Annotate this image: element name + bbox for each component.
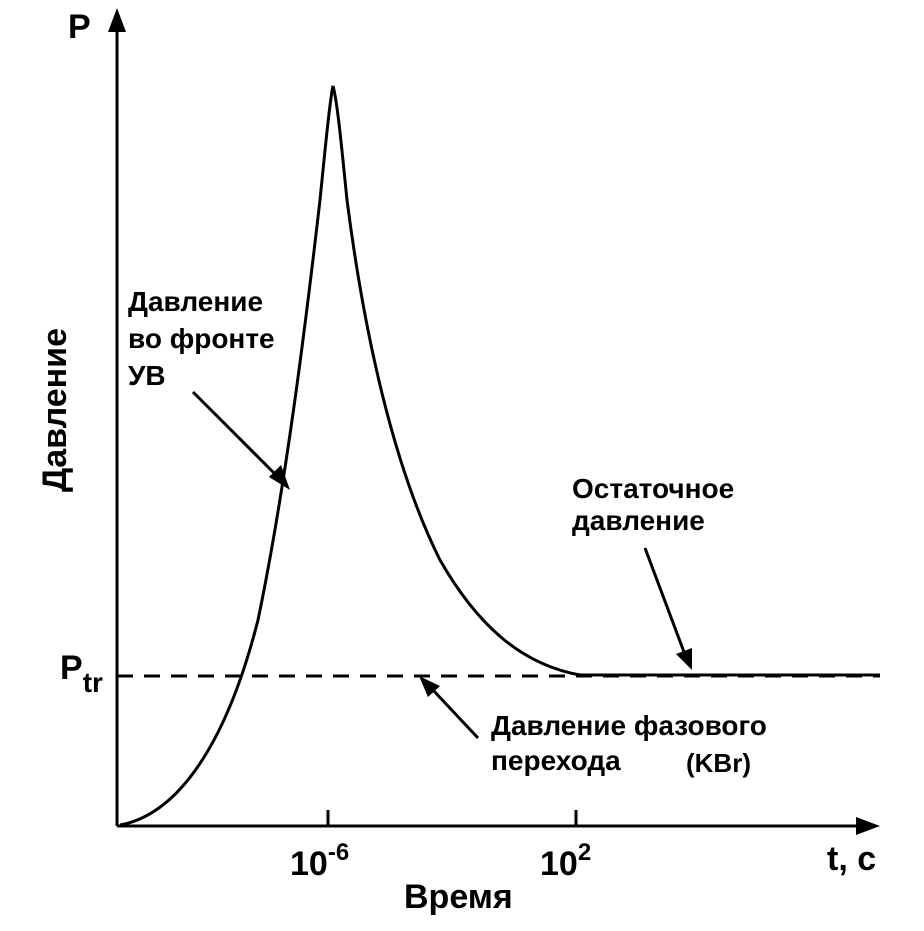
residual-pressure-label-1: Остаточное bbox=[572, 473, 734, 504]
residual-pressure-label-2: давление bbox=[572, 505, 705, 536]
y-axis-symbol: P bbox=[68, 8, 91, 46]
phase-transition-label-2: перехода bbox=[491, 745, 621, 776]
threshold-label: Ptr bbox=[60, 649, 103, 698]
x-axis-symbol: t, c bbox=[827, 840, 876, 878]
threshold-label-sub: tr bbox=[83, 667, 103, 698]
y-axis-arrow bbox=[108, 8, 126, 32]
x-tick-label-1e2-base: 10 bbox=[540, 845, 578, 883]
residual-pressure-arrowhead bbox=[676, 648, 692, 670]
x-axis-arrow bbox=[856, 817, 880, 835]
phase-material-label: (KBr) bbox=[686, 748, 751, 778]
threshold-label-main: P bbox=[60, 649, 83, 687]
front-pressure-label-2: во фронте bbox=[128, 323, 275, 354]
phase-transition-arrow-line bbox=[430, 687, 480, 740]
phase-transition-arrowhead bbox=[419, 676, 440, 697]
front-pressure-label-3: УВ bbox=[128, 360, 166, 391]
x-axis-title: Время bbox=[404, 878, 513, 916]
x-tick-label-1e2: 102 bbox=[540, 839, 591, 883]
front-pressure-label-1: Давление bbox=[128, 286, 263, 317]
front-pressure-arrow-line bbox=[191, 390, 279, 478]
residual-pressure-arrow-line bbox=[643, 547, 686, 653]
front-pressure-arrowhead bbox=[269, 465, 290, 490]
phase-transition-label-1: Давление фазового bbox=[491, 710, 767, 741]
x-tick-label-1e-6-exp: -6 bbox=[328, 839, 349, 866]
y-axis-title: Давление bbox=[36, 328, 74, 492]
pressure-curve bbox=[119, 85, 880, 827]
x-tick-label-1e2-exp: 2 bbox=[578, 839, 591, 866]
x-tick-label-1e-6: 10-6 bbox=[290, 839, 349, 883]
x-tick-label-1e-6-base: 10 bbox=[290, 845, 328, 883]
